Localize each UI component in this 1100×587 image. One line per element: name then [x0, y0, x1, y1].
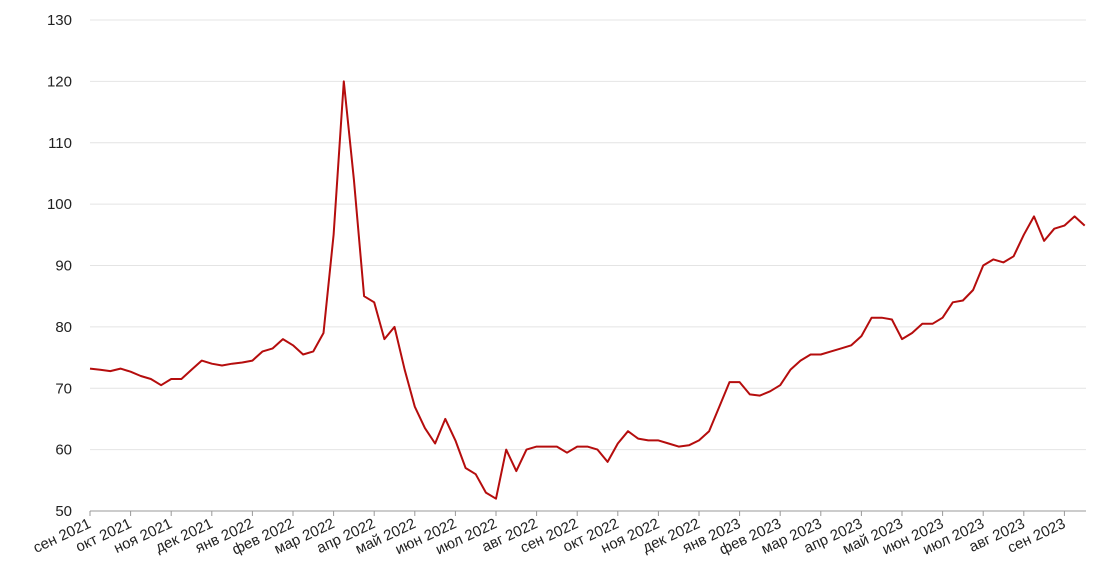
y-tick-label: 100	[47, 196, 72, 213]
y-tick-label: 90	[55, 258, 72, 275]
y-tick-label: 130	[47, 12, 72, 29]
y-tick-label: 120	[47, 73, 72, 90]
y-tick-label: 80	[55, 319, 72, 336]
y-tick-label: 70	[55, 380, 72, 397]
y-tick-label: 60	[55, 442, 72, 459]
line	[89, 80, 1086, 500]
y-tick-label: 110	[48, 135, 72, 152]
y-tick-label: 50	[55, 503, 72, 520]
